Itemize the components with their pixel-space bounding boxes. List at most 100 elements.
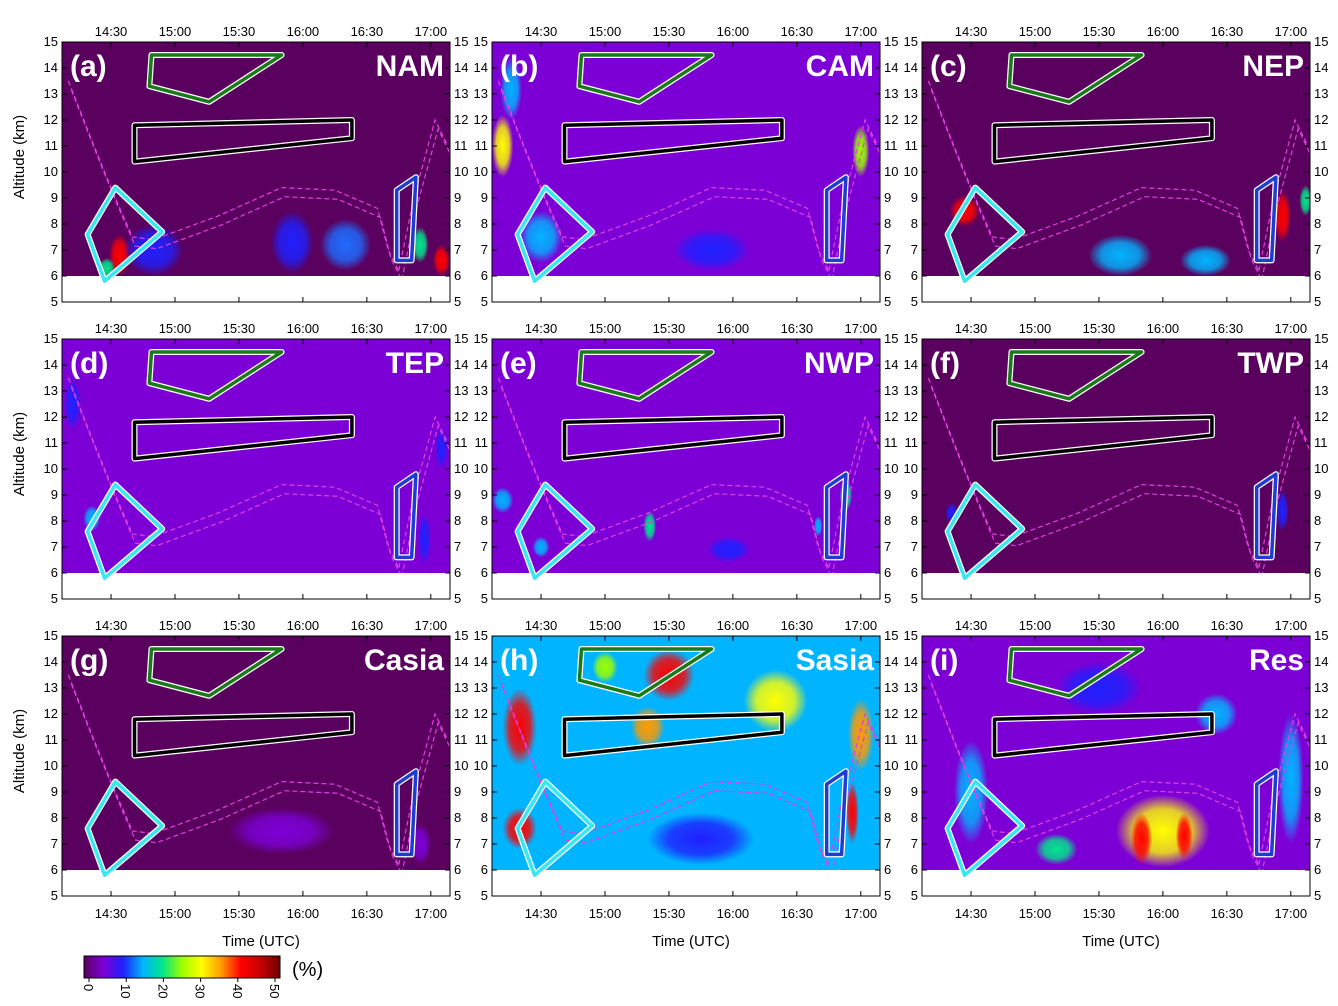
x-tick-label-top: 16:30 [781,24,814,39]
dashed-contour-line [398,118,449,271]
x-tick-label-top: 17:00 [1275,24,1308,39]
dashed-contour-line [1261,127,1310,276]
x-tick-label-top: 15:00 [589,321,622,336]
y-tick-label-right: 5 [1314,591,1321,606]
y-tick-label-right: 5 [884,591,891,606]
y-tick-label: 10 [474,164,488,179]
x-axis-label: Time (UTC) [222,933,300,950]
y-tick-label-right: 12 [1314,112,1328,127]
colorbar-title: (%) [292,959,323,981]
y-tick-label: 7 [481,539,488,554]
y-tick-label: 6 [481,862,488,877]
x-tick-label: 17:00 [1275,906,1308,921]
heatmap-blob [64,378,82,430]
y-tick-label-right: 12 [884,409,898,424]
y-tick-label-right: 11 [1314,435,1328,450]
x-tick-label-top: 14:30 [525,321,558,336]
y-tick-label-right: 13 [454,383,468,398]
x-tick-label-top: 16:30 [1211,618,1244,633]
y-tick-label-right: 13 [1314,86,1328,101]
panel-region-name: Casia [364,644,444,677]
y-tick-label: 12 [474,409,488,424]
y-tick-label-right: 6 [884,862,891,877]
y-tick-label-right: 8 [454,216,461,231]
y-tick-label: 9 [51,487,58,502]
x-tick-label-top: 16:30 [1211,24,1244,39]
dashed-contour-line [67,377,400,569]
y-tick-label-right: 14 [454,357,468,372]
dashed-contour-line [927,674,1260,866]
y-tick-label: 9 [481,784,488,799]
heatmap-blob [743,669,808,733]
y-tick-label-right: 7 [1314,242,1321,257]
y-tick-label-right: 11 [454,732,468,747]
y-tick-label: 13 [904,86,918,101]
heatmap-blob [630,706,665,748]
y-tick-label-right: 5 [884,888,891,903]
y-tick-label: 10 [44,758,58,773]
y-tick-label: 15 [44,34,58,49]
x-tick-label-top: 15:00 [159,618,192,633]
panel-res: 5 5 6 6 7 7 8 8 9 9 10 10 11 11 12 12 13 13 14 14 15 15 14:30 1… [904,618,1329,950]
y-tick-label: 9 [911,487,918,502]
y-tick-label-right: 5 [454,294,461,309]
panel-label: (h) [500,644,538,677]
y-tick-label: 12 [904,409,918,424]
x-tick-label-top: 15:30 [223,321,256,336]
y-tick-label: 5 [481,888,488,903]
y-tick-label: 12 [904,706,918,721]
x-tick-label: 17:00 [845,906,878,921]
y-tick-label-right: 9 [884,784,891,799]
x-tick-label-top: 16:00 [287,321,320,336]
y-tick-label-right: 10 [1314,164,1328,179]
x-tick-label-top: 15:00 [589,618,622,633]
black-polygon [132,415,354,461]
x-tick-label: 14:30 [955,906,988,921]
y-tick-label-right: 15 [1314,331,1328,346]
heatmap-blob [492,114,514,178]
heatmap-blob [519,211,563,263]
x-tick-label-top: 15:30 [653,321,686,336]
dashed-contour-line [831,721,880,870]
cyan-polygon [515,779,594,877]
heatmap-blob [492,487,514,514]
x-tick-label: 16:30 [781,906,814,921]
y-tick-label: 13 [44,383,58,398]
y-tick-label: 6 [481,268,488,283]
x-tick-label-top: 15:30 [653,618,686,633]
green-polygon [1007,647,1144,698]
panel-label: (b) [500,50,538,83]
y-tick-label: 14 [44,654,58,669]
colorbar-tick-label: 20 [155,984,170,998]
y-tick-label-right: 11 [1314,732,1328,747]
y-tick-label-right: 15 [884,331,898,346]
heatmap-blob [1179,244,1232,276]
y-tick-label-right: 7 [884,242,891,257]
y-tick-label: 12 [44,112,58,127]
y-tick-label: 9 [481,190,488,205]
panel-nwp: 5 5 6 6 7 7 8 8 9 9 10 10 11 11 12 12 13 13 14 14 15 15 14:30 1… [474,321,899,606]
panel-region-name: NWP [804,347,874,380]
panel-label: (d) [70,347,108,380]
dashed-contour-line [398,712,449,865]
heatmap-cells [228,807,431,865]
dashed-contour-line [831,127,880,276]
y-tick-label-right: 11 [884,732,898,747]
y-tick-label-right: 9 [1314,784,1321,799]
dashed-contour-line [828,415,879,568]
x-tick-label-top: 15:00 [1019,321,1052,336]
y-tick-label-right: 6 [884,565,891,580]
x-tick-label-top: 14:30 [525,618,558,633]
y-tick-label: 13 [474,383,488,398]
blue-polygon [1254,175,1278,263]
y-tick-label: 11 [905,732,919,747]
y-tick-label-right: 14 [1314,357,1328,372]
y-tick-label: 7 [51,539,58,554]
dashed-contour-line [1258,118,1309,271]
panel-cam: 5 5 6 6 7 7 8 8 9 9 10 10 11 11 12 12 13 13 14 14 15 15 14:30 1… [474,24,899,309]
dashed-contour-line [401,424,450,573]
y-tick-label: 15 [474,628,488,643]
y-tick-label-right: 10 [454,758,468,773]
y-tick-label: 15 [474,34,488,49]
blue-polygon [1254,769,1278,857]
